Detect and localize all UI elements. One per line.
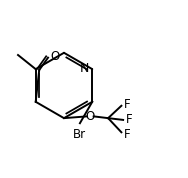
Text: Br: Br <box>72 128 86 141</box>
Text: O: O <box>86 110 95 123</box>
Text: F: F <box>126 113 132 126</box>
Text: F: F <box>124 127 131 141</box>
Text: N: N <box>80 62 89 75</box>
Text: F: F <box>124 98 131 111</box>
Text: O: O <box>51 50 60 63</box>
